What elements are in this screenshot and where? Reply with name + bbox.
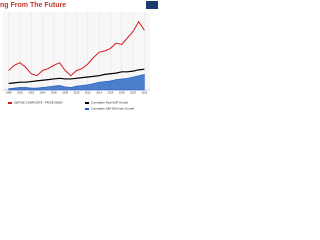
legend-swatch: [85, 108, 89, 110]
area: [8, 74, 145, 91]
x-tick-label: 2002: [28, 91, 34, 95]
x-tick-label: 2010: [74, 91, 80, 95]
chart: ng From The Future 1998 2000 2002 2004 2006 2…: [0, 0, 160, 120]
legend-label: Cumulative Real GDP Growth: [91, 101, 129, 105]
x-tick-label: 2006: [51, 91, 57, 95]
x-tick-label: 1998: [6, 91, 12, 95]
x-tick-label: 2004: [40, 91, 46, 95]
x-tick-label: 2008: [62, 91, 68, 95]
x-tick-label: 2000: [17, 91, 23, 95]
logo: [146, 1, 158, 9]
line: [8, 20, 145, 77]
x-tick-label: 2016: [108, 91, 114, 95]
x-tick-label: 2020: [130, 91, 136, 95]
x-tick-label: 2018: [119, 91, 125, 95]
x-tick-label: 2012: [85, 91, 91, 95]
line: [8, 68, 145, 85]
legend-label: Cumulative S&P 500 Index Growth: [91, 107, 135, 111]
x-tick-label: 2022: [141, 91, 147, 95]
legend-swatch: [85, 102, 89, 104]
legend-swatch: [8, 102, 12, 104]
legend-label: S&P 500 COMPOSITE - PRICE INDEX: [14, 101, 63, 105]
x-tick-label: 2014: [96, 91, 102, 95]
chart-title: ng From The Future: [0, 2, 66, 9]
